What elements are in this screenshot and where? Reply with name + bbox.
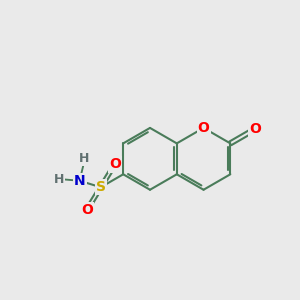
Text: O: O [81, 203, 93, 217]
Text: O: O [109, 158, 121, 172]
Text: H: H [54, 173, 64, 186]
Text: O: O [198, 121, 209, 135]
Text: N: N [74, 174, 85, 188]
Text: O: O [249, 122, 261, 136]
Text: H: H [79, 152, 89, 166]
Text: S: S [96, 180, 106, 194]
